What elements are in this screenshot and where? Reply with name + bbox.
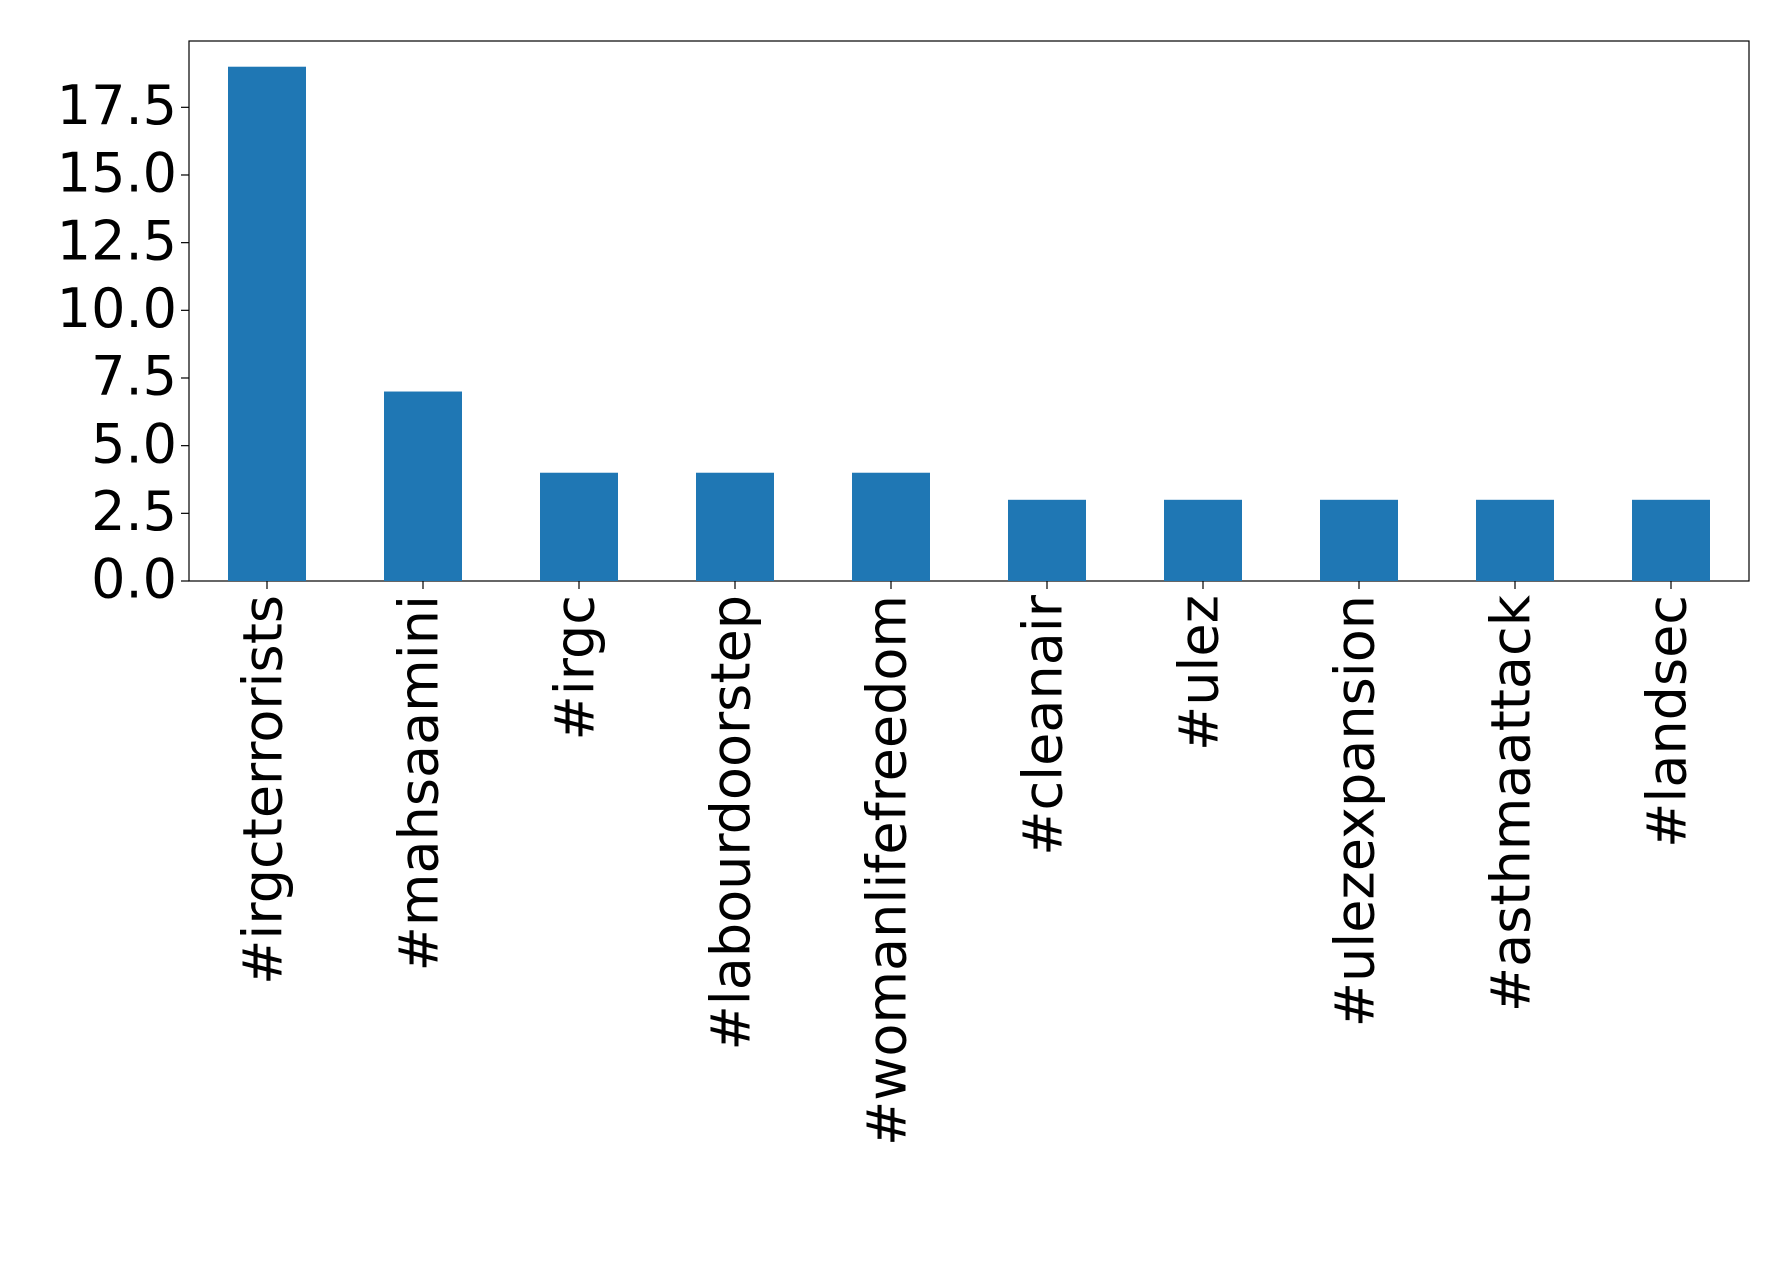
bar bbox=[1008, 499, 1086, 581]
y-tick-label: 0.0 bbox=[91, 548, 177, 611]
bar bbox=[1164, 499, 1242, 581]
y-tick-label: 10.0 bbox=[57, 277, 177, 340]
y-tick-label: 7.5 bbox=[91, 345, 177, 408]
y-tick-label: 2.5 bbox=[91, 480, 177, 543]
y-tick-label: 12.5 bbox=[57, 209, 177, 272]
x-tick-label: #landsec bbox=[1636, 595, 1699, 848]
x-tick-label: #labourdoorstep bbox=[700, 595, 763, 1051]
bar bbox=[852, 472, 930, 581]
x-tick-label: #mahsaamini bbox=[388, 595, 451, 971]
y-tick-label: 15.0 bbox=[57, 142, 177, 205]
bar bbox=[540, 472, 618, 581]
y-tick-label: 17.5 bbox=[57, 74, 177, 137]
x-tick-label: #irgc bbox=[544, 595, 607, 740]
x-tick-label: #womanlifefreedom bbox=[856, 595, 919, 1146]
bar bbox=[1320, 499, 1398, 581]
plot-frame bbox=[188, 40, 1750, 582]
bar bbox=[384, 391, 462, 581]
bar bbox=[1632, 499, 1710, 581]
bar bbox=[1476, 499, 1554, 581]
x-tick-label: #ulez bbox=[1168, 595, 1231, 751]
bar bbox=[696, 472, 774, 581]
y-tick-label: 5.0 bbox=[91, 412, 177, 475]
x-tick-label: #cleanair bbox=[1012, 594, 1075, 856]
x-tick-label: #irgcterrorists bbox=[232, 595, 295, 985]
bar bbox=[228, 66, 306, 581]
x-tick-label: #asthmaattack bbox=[1480, 594, 1543, 1012]
x-tick-label: #ulezexpansion bbox=[1324, 595, 1387, 1027]
